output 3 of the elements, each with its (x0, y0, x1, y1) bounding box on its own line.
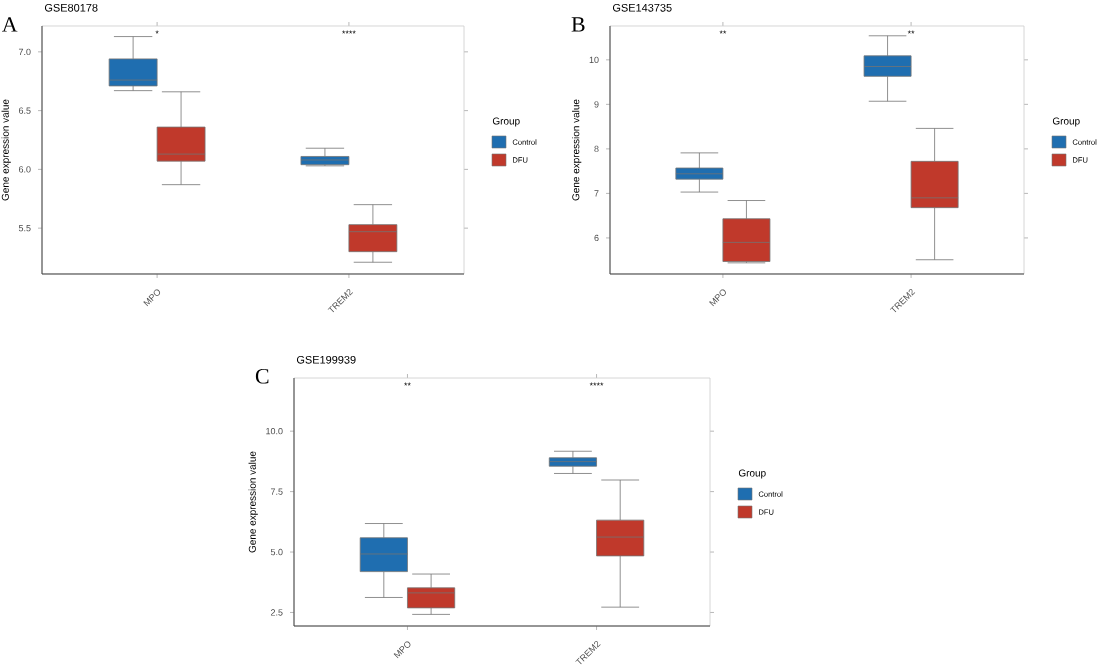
text: B (571, 17, 585, 32)
text: A (1, 17, 18, 32)
text: C (255, 368, 269, 384)
